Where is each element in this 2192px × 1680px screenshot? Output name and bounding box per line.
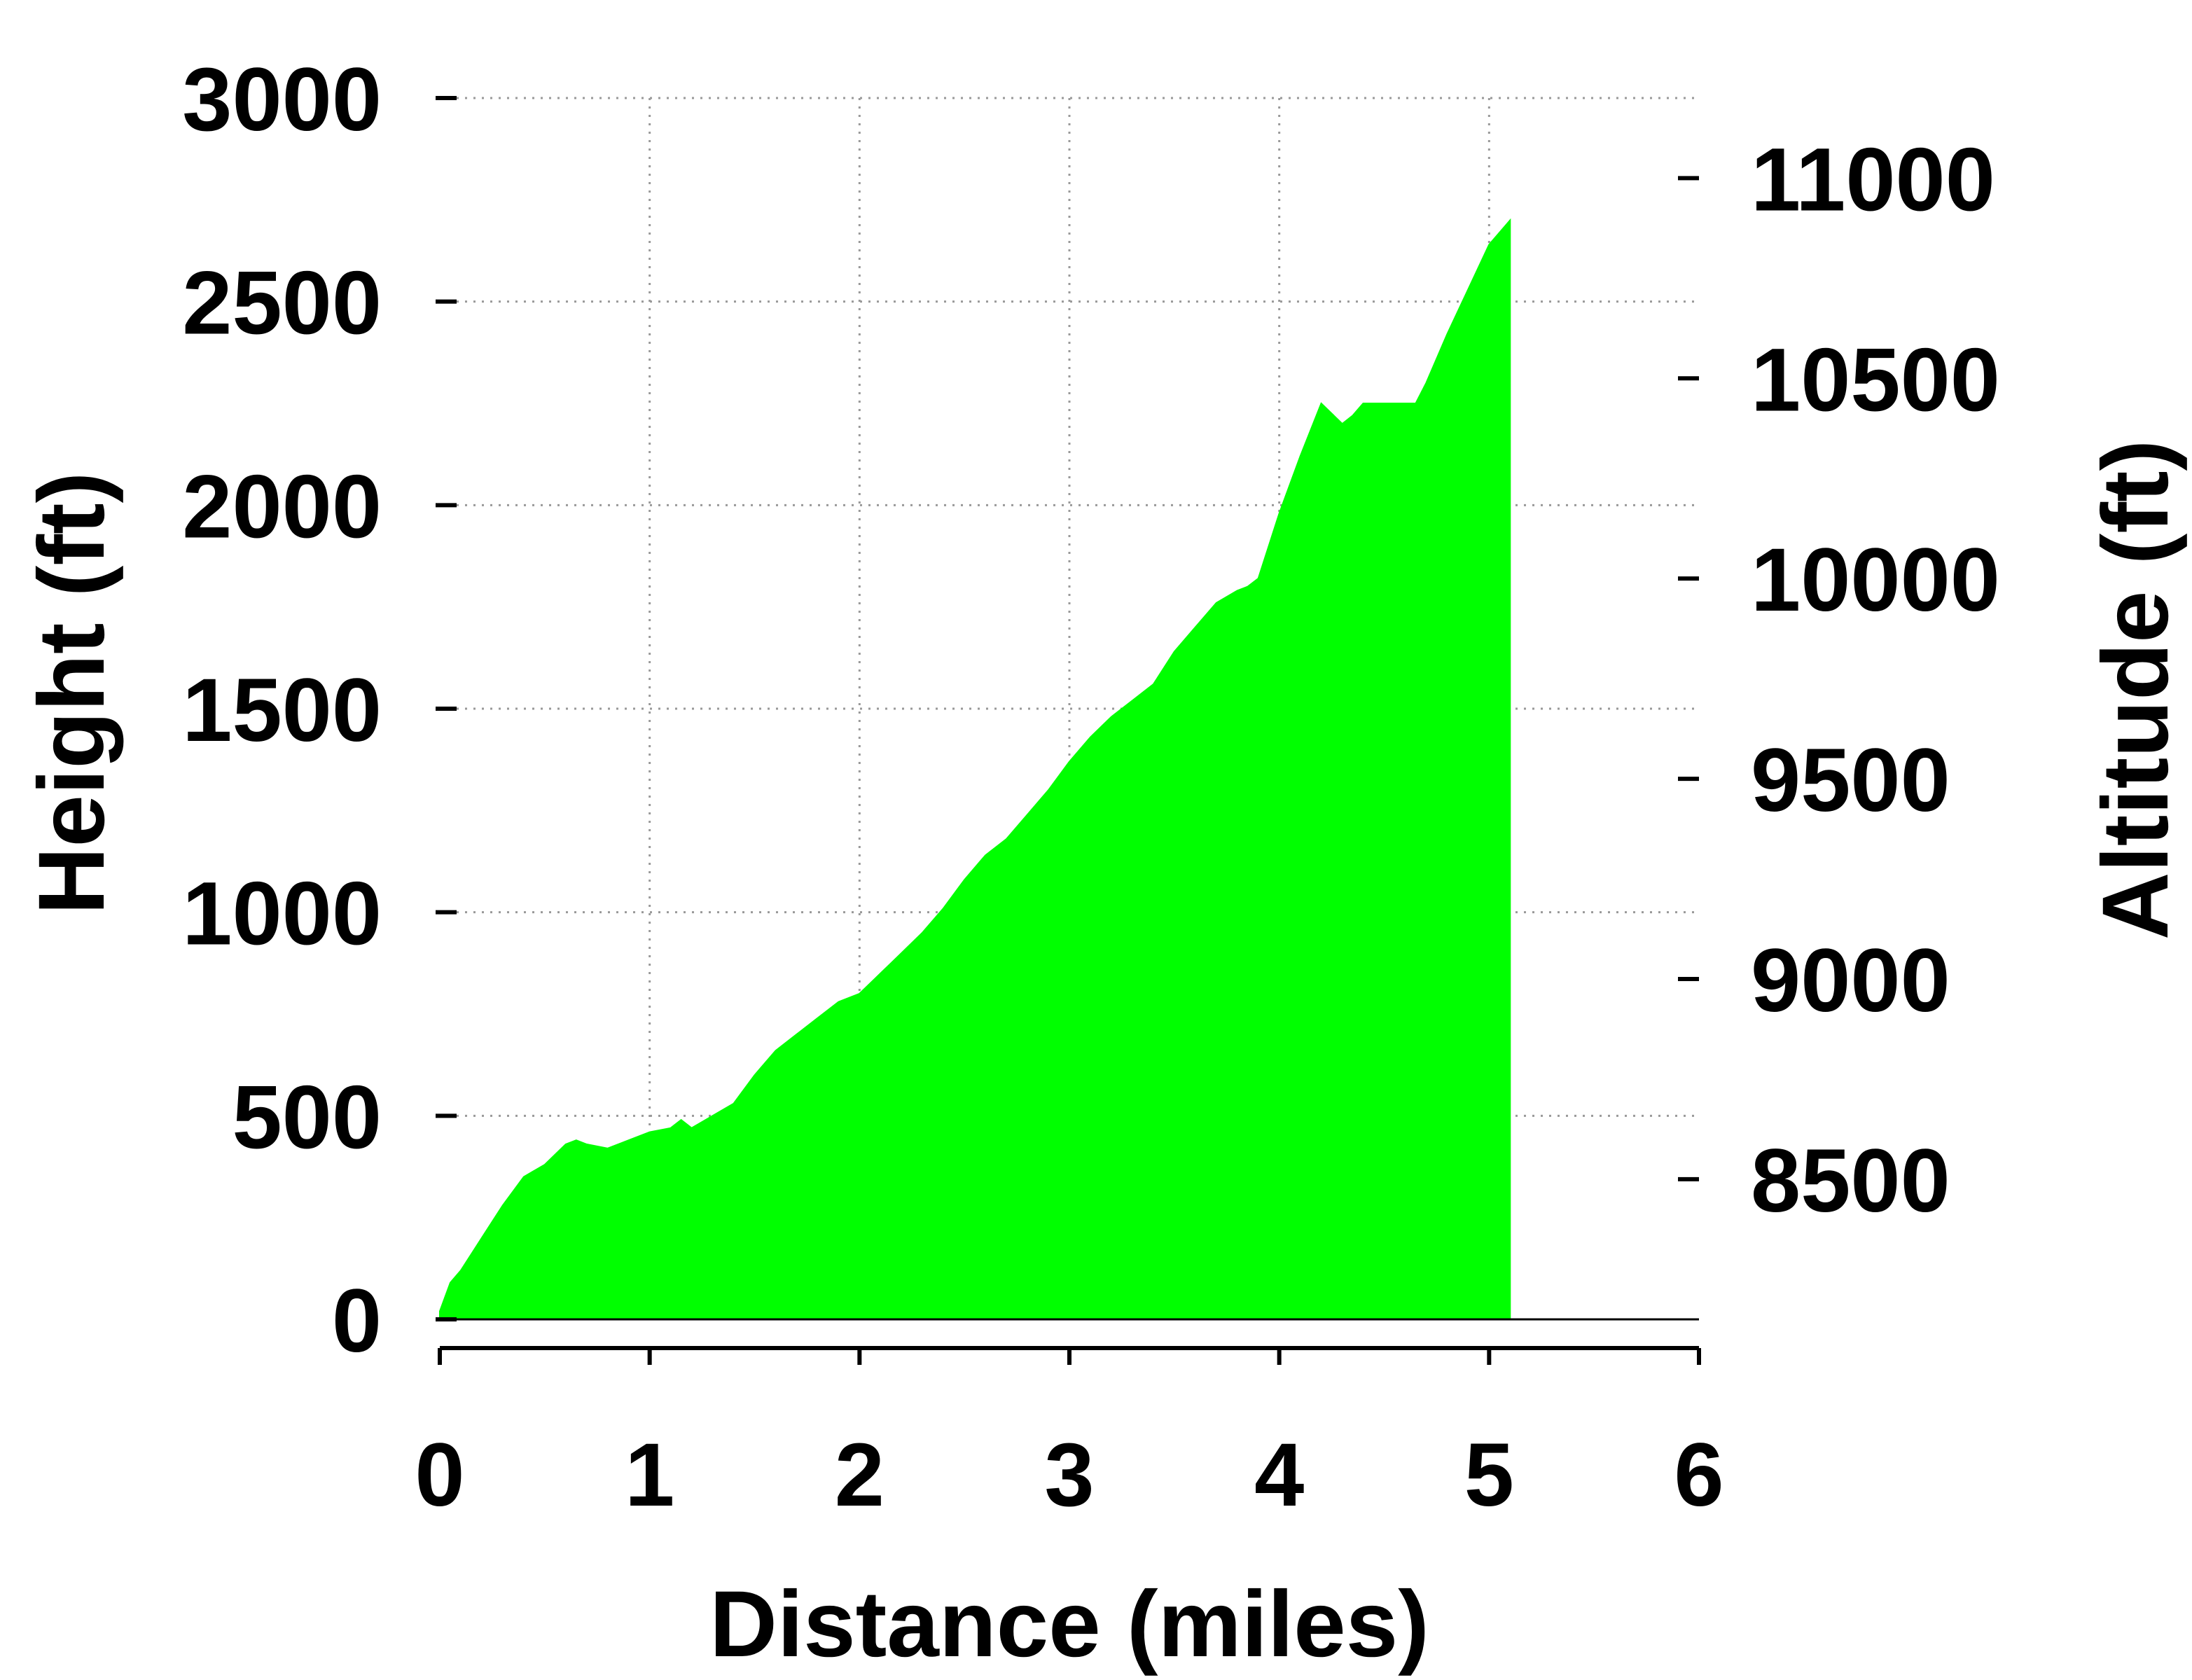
y-tick-label-1500: 1500 [182,660,382,761]
y-tick-label-2500: 2500 [182,254,382,354]
y-tick-label-500: 500 [232,1067,382,1167]
y2-tick-label-11000: 11000 [1751,130,1995,230]
x-tick-label-4: 4 [1254,1425,1304,1525]
y-tick-label-3000: 3000 [182,50,382,150]
y-axis-title: Height (ft) [20,472,124,915]
y2-tick-label-9000: 9000 [1751,931,1950,1031]
y2-tick-label-8500: 8500 [1751,1131,1950,1231]
y2-axis-title: Altitude (ft) [2083,440,2188,940]
y2-tick-label-10000: 10000 [1751,530,2000,630]
tick-labels: 0 1 2 3 4 5 6 0 500 1000 1500 2000 2500 3000 8500 9000 9… [182,50,2000,1525]
y-tick-label-1000: 1000 [182,864,382,964]
elevation-area [439,218,1511,1320]
x-tick-label-0: 0 [415,1425,464,1525]
x-tick-label-5: 5 [1464,1425,1514,1525]
x-tick-label-6: 6 [1674,1425,1723,1525]
axes [436,96,1701,1365]
y2-tick-label-10500: 10500 [1751,330,2000,430]
y-tick-label-0: 0 [332,1271,382,1371]
x-axis-title: Distance (miles) [709,1572,1429,1676]
y2-tick-label-9500: 9500 [1751,730,1950,831]
x-tick-label-1: 1 [625,1425,674,1525]
x-tick-label-2: 2 [835,1425,885,1525]
x-tick-label-3: 3 [1044,1425,1094,1525]
y-tick-label-2000: 2000 [182,457,382,557]
